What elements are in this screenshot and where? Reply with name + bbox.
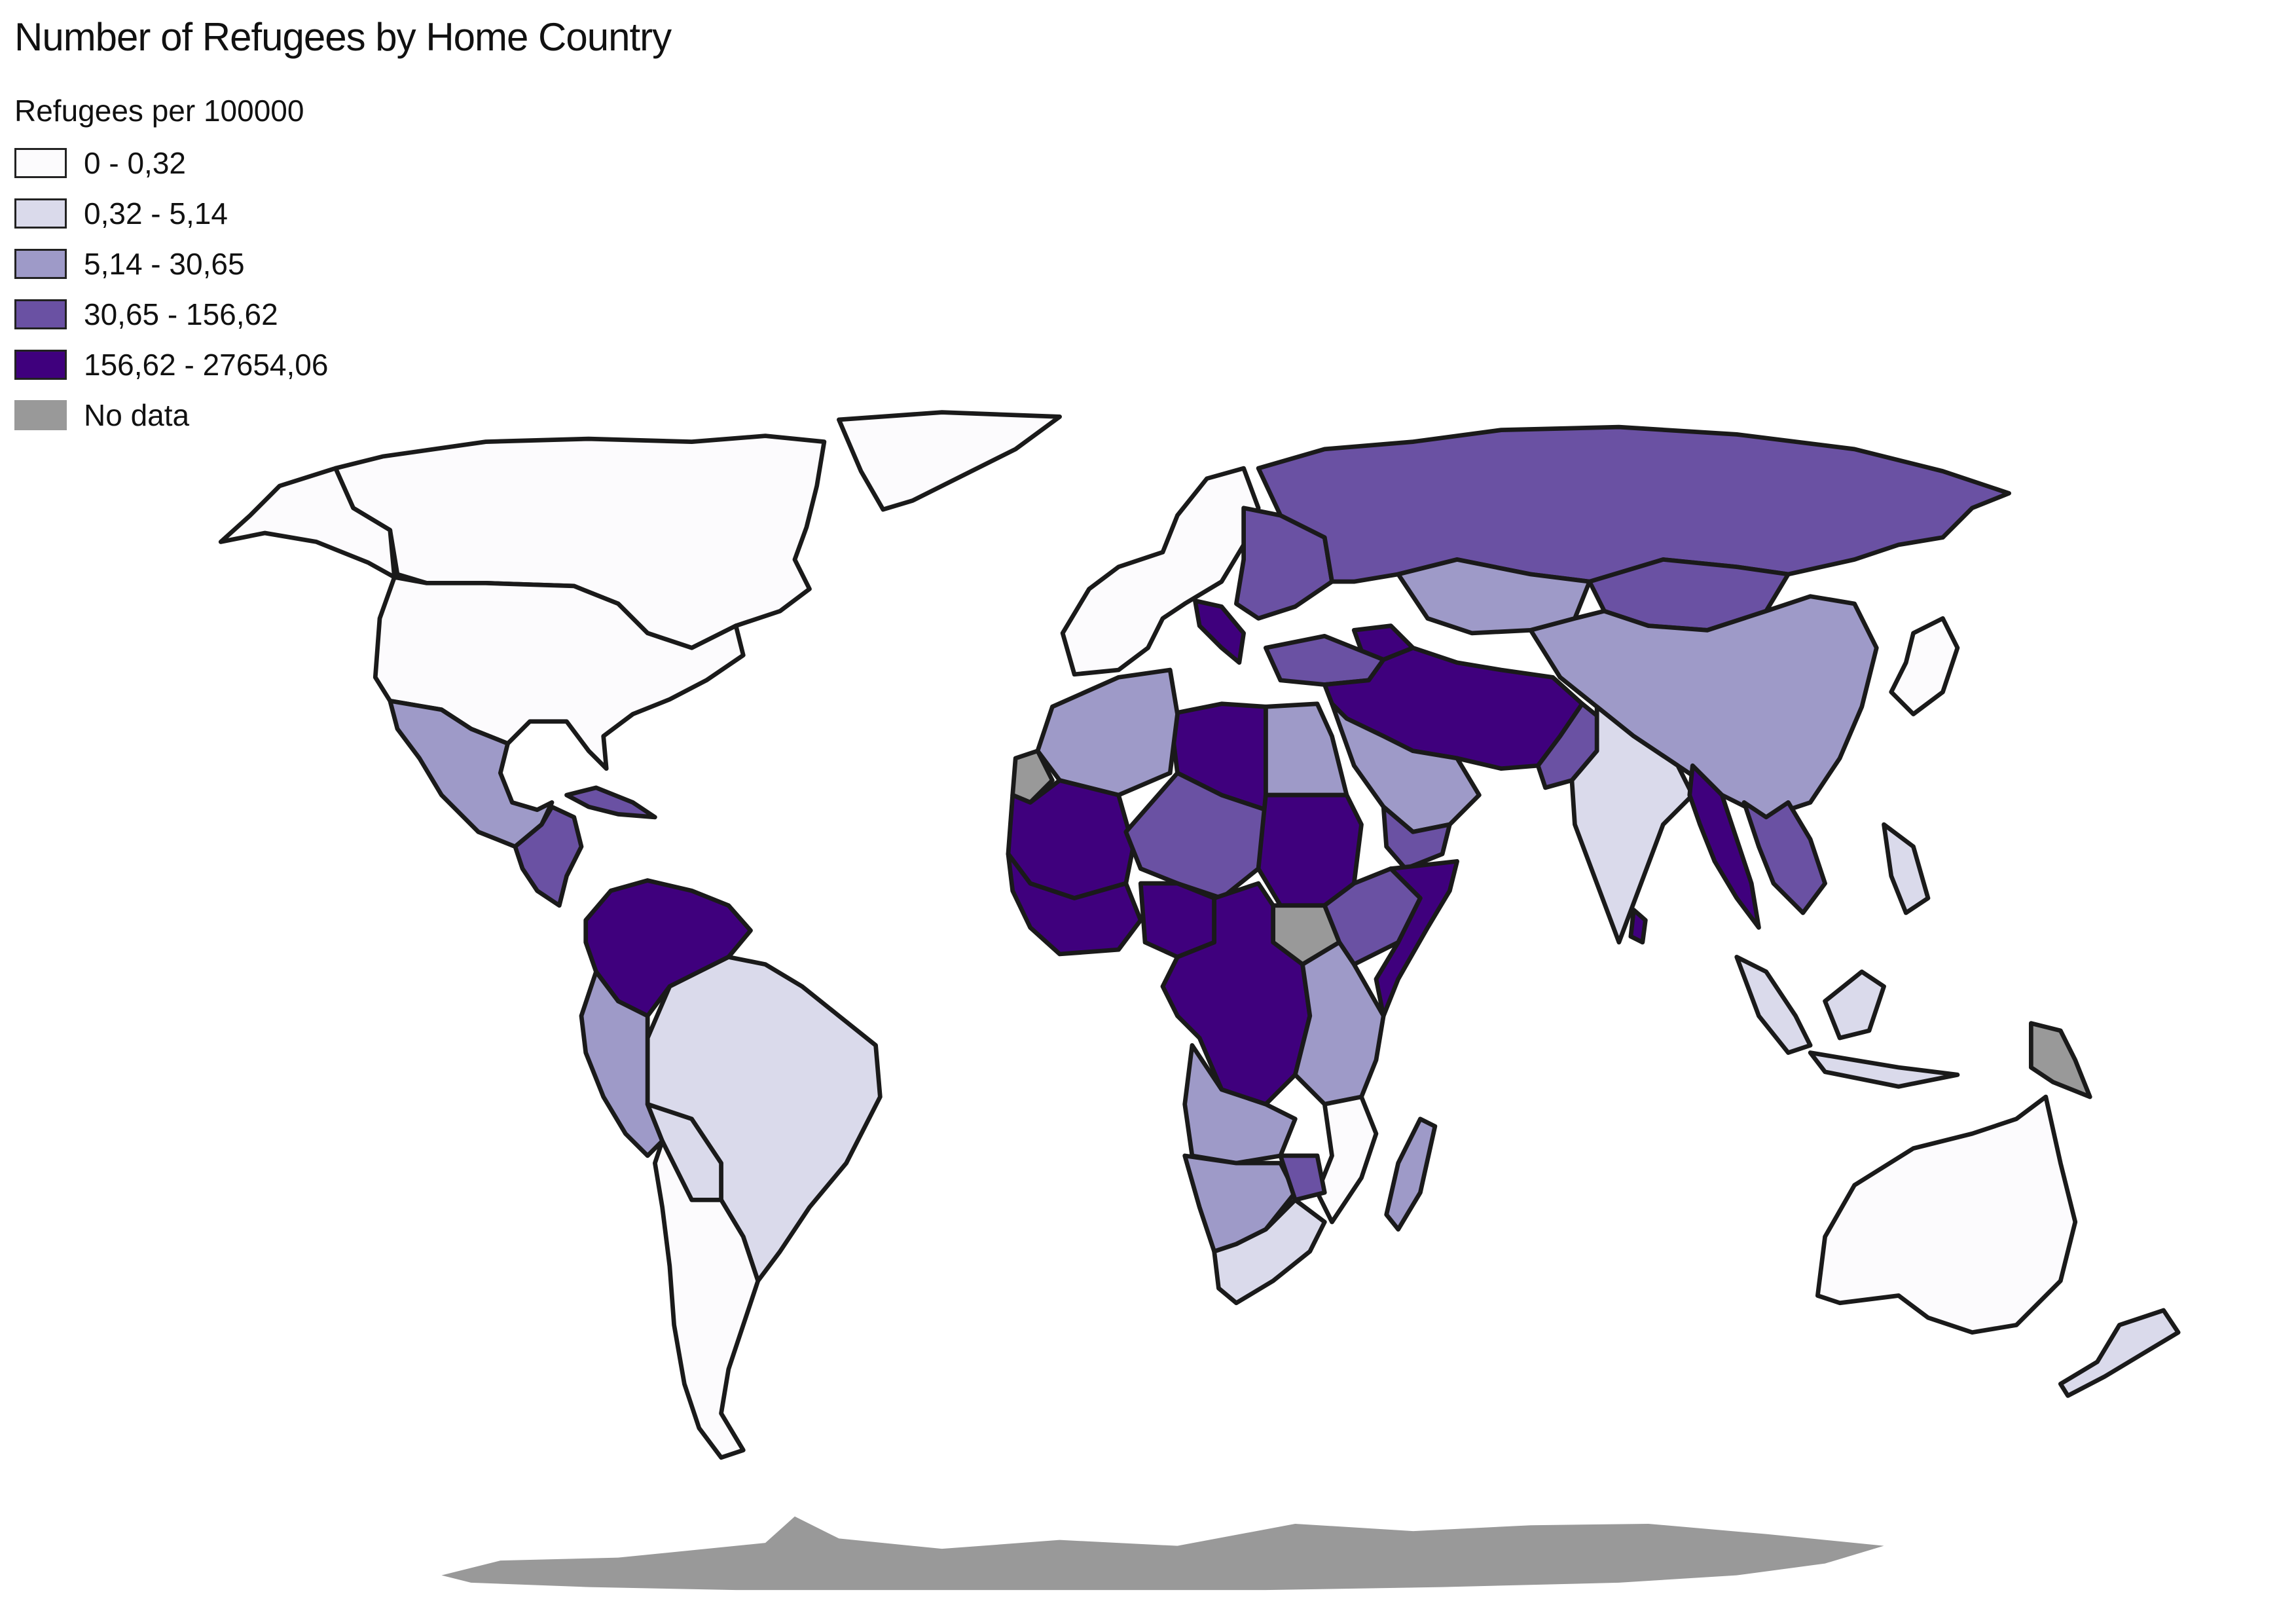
region-indonesia-philippines <box>1734 822 1960 1089</box>
legend-swatch-class-2 <box>14 248 67 279</box>
legend-label-class-2: 5,14 - 30,65 <box>84 246 245 281</box>
legend-item-class-4: 156,62 - 27654,06 <box>14 339 328 390</box>
region-cuba <box>564 785 657 820</box>
legend-swatch-class-1 <box>14 198 67 229</box>
legend-label-class-0: 0 - 0,32 <box>84 145 186 180</box>
legend-label-no-data: No data <box>84 397 190 432</box>
legend-label-class-3: 30,65 - 156,62 <box>84 297 278 331</box>
region-alaska <box>218 466 397 580</box>
legend-item-class-1: 0,32 - 5,14 <box>14 188 328 238</box>
region-zimbabwe <box>1278 1153 1327 1202</box>
region-andean <box>579 969 665 1158</box>
legend-item-class-3: 30,65 - 156,62 <box>14 289 328 339</box>
region-laos-vietnam <box>1741 800 1827 915</box>
region-mozambique <box>1315 1094 1379 1225</box>
legend-swatch-class-3 <box>14 299 67 329</box>
region-arabian-peninsula <box>1330 701 1482 834</box>
legend-label-class-4: 156,62 - 27654,06 <box>84 347 329 382</box>
legend-swatch-no-data <box>14 399 67 430</box>
region-western-europe <box>1060 466 1261 677</box>
region-mexico <box>388 698 555 849</box>
region-central-america <box>513 804 584 908</box>
legend-item-class-0: 0 - 0,32 <box>14 138 328 188</box>
legend-swatch-class-0 <box>14 147 67 178</box>
region-yemen <box>1381 804 1452 871</box>
region-greenland <box>837 410 1062 512</box>
region-somalia <box>1374 858 1459 1018</box>
region-antarctica <box>441 1516 1884 1591</box>
legend-title: Refugees per 100000 <box>14 94 304 128</box>
region-madagascar <box>1384 1116 1438 1232</box>
legend-label-class-1: 0,32 - 5,14 <box>84 196 228 231</box>
region-japan <box>1889 616 1960 716</box>
region-australia <box>1815 1094 2078 1335</box>
region-sri-lanka <box>1628 908 1648 945</box>
map-title: Number of Refugees by Home Country <box>14 15 672 59</box>
region-west-africa-coast <box>1006 851 1143 957</box>
region-myanmar <box>1687 763 1761 930</box>
region-india <box>1569 704 1695 945</box>
region-papua-new-guinea <box>2028 1021 2092 1099</box>
region-kenya-tanzania <box>1292 940 1386 1107</box>
legend: Refugees per 100000 0 - 0,32 0,32 - 5,14… <box>14 93 328 440</box>
legend-item-no-data: No data <box>14 390 328 440</box>
region-western-balkans <box>1193 599 1246 665</box>
legend-item-class-2: 5,14 - 30,65 <box>14 238 328 289</box>
region-south-africa <box>1212 1197 1327 1306</box>
region-russia <box>1256 424 2011 584</box>
region-new-zealand <box>2058 1308 2181 1398</box>
region-argentina-chile <box>653 1139 761 1460</box>
legend-swatch-class-4 <box>14 349 67 380</box>
region-maghreb <box>1035 667 1180 798</box>
